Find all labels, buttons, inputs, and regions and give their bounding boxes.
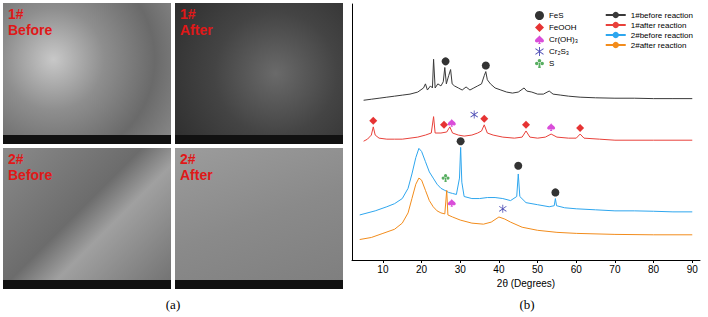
svg-text:FeS: FeS [549, 11, 564, 20]
svg-text:S: S [549, 59, 554, 68]
html-text:Before: Before [8, 22, 53, 38]
svg-text:FeOOH: FeOOH [549, 23, 577, 32]
svg-text:60: 60 [571, 264, 583, 275]
html-text:2#: 2# [180, 151, 196, 167]
svg-text:Cr₂S₃: Cr₂S₃ [549, 47, 569, 56]
svg-text:90: 90 [687, 264, 699, 275]
html-text:2#: 2# [8, 151, 24, 167]
svg-text:70: 70 [609, 264, 621, 275]
html-text:(a): (a) [165, 297, 181, 312]
html-text:1#: 1# [8, 6, 24, 22]
html-text:After: After [180, 22, 213, 38]
svg-text:1#before reaction: 1#before reaction [631, 11, 693, 20]
html-text:(b): (b) [519, 297, 535, 312]
svg-text:2#after reaction: 2#after reaction [631, 41, 687, 50]
html-text:Before: Before [8, 167, 53, 183]
html-text:After: After [180, 167, 213, 183]
svg-text:Cr(OH)₃: Cr(OH)₃ [549, 35, 578, 44]
svg-text:80: 80 [648, 264, 660, 275]
svg-text:50: 50 [532, 264, 544, 275]
html-text:1#: 1# [180, 6, 196, 22]
svg-text:20: 20 [416, 264, 428, 275]
svg-text:40: 40 [493, 264, 505, 275]
svg-text:2#before reaction: 2#before reaction [631, 31, 693, 40]
svg-text:1#after reaction: 1#after reaction [631, 21, 687, 30]
svg-text:10: 10 [377, 264, 389, 275]
svg-text:30: 30 [455, 264, 467, 275]
svg-text:2θ (Degrees): 2θ (Degrees) [497, 278, 555, 289]
